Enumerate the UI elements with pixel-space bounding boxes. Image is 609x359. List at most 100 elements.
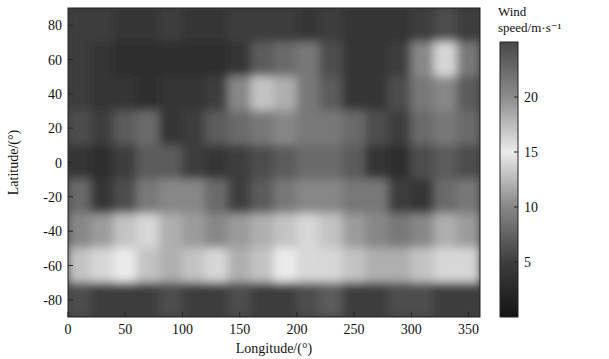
cell — [296, 282, 320, 317]
cell — [457, 214, 480, 249]
cell — [68, 42, 91, 77]
y-tick-label: -60 — [43, 259, 62, 274]
cell — [182, 248, 206, 283]
colorbar-tick-label: 5 — [524, 255, 531, 270]
cell — [319, 179, 343, 214]
cell — [274, 214, 298, 249]
cell — [388, 282, 412, 317]
cell — [90, 111, 114, 146]
cell — [296, 76, 320, 111]
colorbar — [500, 42, 518, 317]
y-tick-label: -40 — [43, 224, 62, 239]
cell — [365, 282, 389, 317]
cell — [319, 8, 343, 43]
y-tick — [68, 196, 73, 197]
cell — [113, 282, 137, 317]
x-tick-label: 50 — [118, 322, 132, 337]
cell — [411, 8, 435, 43]
colorbar-title-line: speed/m·s⁻¹ — [498, 20, 562, 35]
y-tick — [68, 299, 73, 300]
cell — [113, 42, 137, 77]
cell — [113, 248, 137, 283]
cell — [205, 179, 229, 214]
cell — [388, 145, 412, 180]
cell — [136, 111, 160, 146]
colorbar-tick-label: 15 — [524, 145, 538, 160]
cell — [296, 145, 320, 180]
cell — [296, 214, 320, 249]
y-tick — [68, 93, 73, 94]
cell — [411, 145, 435, 180]
cell — [251, 111, 275, 146]
cell — [228, 248, 252, 283]
x-tick — [354, 312, 355, 317]
cell — [365, 248, 389, 283]
cell — [159, 8, 183, 43]
colorbar-title: Windspeed/m·s⁻¹ — [498, 4, 562, 35]
cell — [159, 282, 183, 317]
cell — [342, 214, 366, 249]
cell — [457, 42, 480, 77]
cell — [251, 42, 275, 77]
cells-clip — [68, 8, 480, 317]
colorbar-title-line: Wind — [498, 4, 527, 19]
cell — [296, 42, 320, 77]
cell — [388, 214, 412, 249]
cell — [434, 145, 458, 180]
cell — [205, 76, 229, 111]
cell — [365, 8, 389, 43]
colorbar-tick — [514, 207, 518, 208]
cell — [90, 248, 114, 283]
y-tick-label: 20 — [48, 121, 62, 136]
cell — [90, 282, 114, 317]
colorbar-tick-label: 10 — [524, 200, 538, 215]
cell — [251, 248, 275, 283]
cell — [365, 111, 389, 146]
cell — [365, 214, 389, 249]
cell — [136, 248, 160, 283]
cell — [159, 111, 183, 146]
cell — [228, 145, 252, 180]
cell — [182, 42, 206, 77]
cell — [136, 282, 160, 317]
cell — [319, 111, 343, 146]
cell — [342, 42, 366, 77]
cell — [434, 214, 458, 249]
x-tick-label: 150 — [229, 322, 250, 337]
x-tick-label: 300 — [401, 322, 422, 337]
cell — [388, 42, 412, 77]
x-tick-label: 350 — [458, 322, 479, 337]
cell — [342, 8, 366, 43]
cell — [182, 145, 206, 180]
cell — [296, 8, 320, 43]
cell — [228, 42, 252, 77]
x-tick — [468, 312, 469, 317]
cell — [388, 8, 412, 43]
cell — [411, 282, 435, 317]
x-tick-label: 200 — [286, 322, 307, 337]
cell — [434, 42, 458, 77]
cell — [182, 214, 206, 249]
cell — [342, 282, 366, 317]
colorbar-tick — [514, 152, 518, 153]
cell — [342, 76, 366, 111]
cell — [113, 145, 137, 180]
cell — [388, 76, 412, 111]
cell — [411, 76, 435, 111]
cell — [342, 179, 366, 214]
cell — [457, 145, 480, 180]
cell — [319, 145, 343, 180]
cell — [457, 8, 480, 43]
cell — [205, 145, 229, 180]
y-tick-label: 80 — [48, 18, 62, 33]
colorbar-tick — [514, 262, 518, 263]
cell — [411, 179, 435, 214]
cell — [319, 248, 343, 283]
cell — [182, 179, 206, 214]
y-tick — [68, 231, 73, 232]
x-tick — [239, 312, 240, 317]
y-tick-label: -80 — [43, 293, 62, 308]
cell — [319, 282, 343, 317]
x-tick — [411, 312, 412, 317]
cell — [205, 8, 229, 43]
